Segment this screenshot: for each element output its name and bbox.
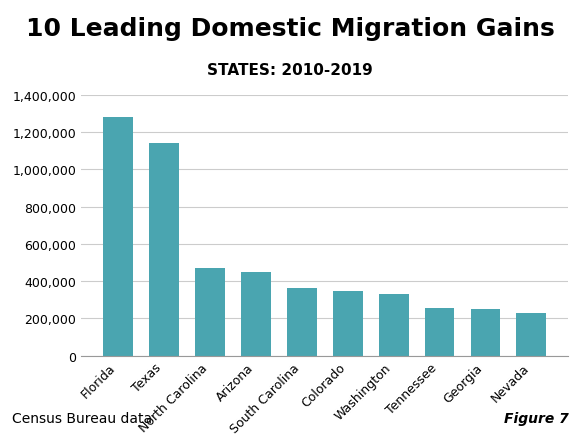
Bar	[333, 292, 362, 356]
Text: 10 Leading Domestic Migration Gains: 10 Leading Domestic Migration Gains	[26, 17, 554, 41]
Bar	[149, 144, 179, 356]
Bar	[241, 272, 271, 356]
Bar	[195, 269, 225, 356]
Text: Figure 7: Figure 7	[503, 411, 568, 425]
Text: STATES: 2010-2019: STATES: 2010-2019	[207, 63, 373, 78]
Bar	[379, 295, 408, 356]
Bar	[516, 313, 546, 356]
Bar	[425, 309, 455, 356]
Bar	[287, 288, 317, 356]
Bar	[103, 118, 133, 356]
Bar	[470, 309, 501, 356]
Text: Census Bureau data: Census Bureau data	[12, 411, 152, 425]
